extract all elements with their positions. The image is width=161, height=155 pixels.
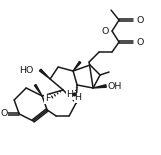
Text: HO: HO: [19, 66, 33, 75]
Text: H: H: [74, 93, 81, 102]
Text: OH: OH: [107, 82, 121, 91]
Polygon shape: [73, 62, 81, 71]
Polygon shape: [34, 84, 42, 96]
Text: O: O: [0, 109, 8, 118]
Text: O: O: [136, 16, 143, 25]
Text: F: F: [45, 95, 50, 104]
Text: O: O: [102, 27, 109, 35]
Text: H: H: [66, 91, 73, 100]
Polygon shape: [93, 85, 106, 88]
Text: O: O: [136, 38, 143, 46]
Polygon shape: [39, 69, 50, 79]
